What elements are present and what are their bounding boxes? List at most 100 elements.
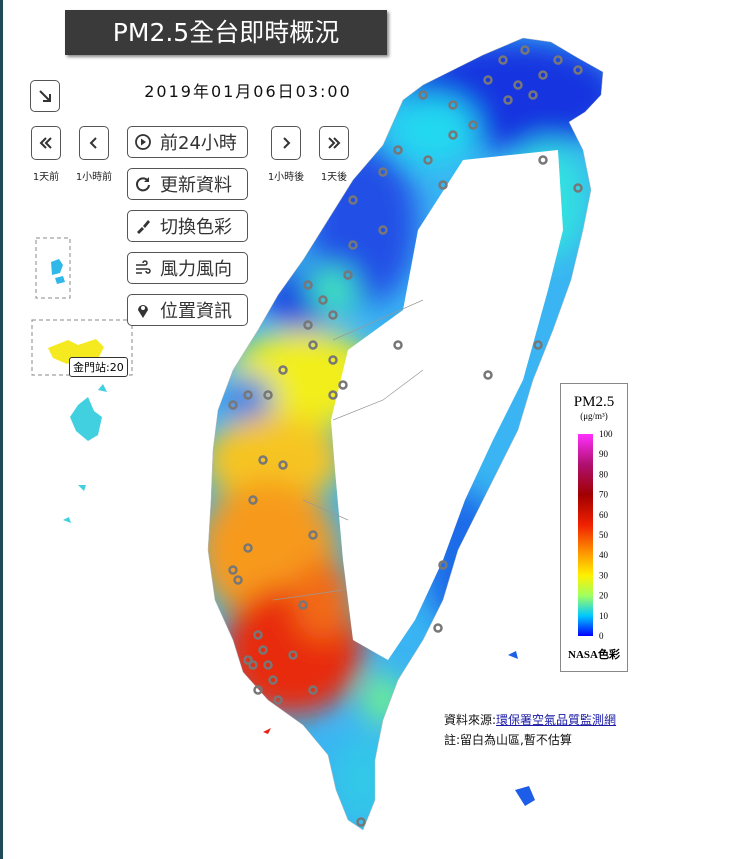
station-marker[interactable] [378, 225, 388, 235]
station-marker[interactable] [298, 600, 308, 610]
station-marker[interactable] [468, 120, 478, 130]
station-marker[interactable] [228, 565, 238, 575]
station-marker[interactable] [233, 575, 243, 585]
station-marker[interactable] [258, 645, 268, 655]
station-marker[interactable] [288, 650, 298, 660]
station-marker[interactable] [393, 340, 403, 350]
station-marker[interactable] [248, 495, 258, 505]
station-marker[interactable] [498, 55, 508, 65]
note: 註:留白為山區,暫不估算 [444, 733, 572, 747]
station-marker[interactable] [228, 400, 238, 410]
station-marker[interactable] [328, 355, 338, 365]
station-label: 金門站:20 [69, 357, 128, 377]
timestamp: 2019年01月06日03:00 [144, 82, 352, 101]
button-label: 前24小時 [160, 133, 237, 154]
page-title: PM2.5全台即時概況 [65, 10, 387, 55]
legend-title: PM2.5 [573, 394, 615, 410]
station-marker[interactable] [273, 695, 283, 705]
legend-tick-label: 50 [599, 530, 609, 540]
station-marker[interactable] [483, 370, 493, 380]
station-marker[interactable] [328, 310, 338, 320]
station-marker[interactable] [258, 455, 268, 465]
station-marker[interactable] [553, 55, 563, 65]
station-marker[interactable] [268, 675, 278, 685]
station-marker[interactable] [278, 460, 288, 470]
station-marker[interactable] [438, 180, 448, 190]
station-marker[interactable] [356, 817, 366, 827]
station-marker[interactable] [418, 90, 428, 100]
prev-hour-button[interactable] [79, 126, 109, 160]
prev-day-button[interactable] [31, 126, 61, 160]
station-marker[interactable] [538, 70, 548, 80]
next-hour-button[interactable] [271, 126, 301, 160]
color-button[interactable]: 切換色彩 [127, 210, 248, 242]
station-marker[interactable] [303, 280, 313, 290]
play-24h-button[interactable]: 前24小時 [127, 126, 248, 158]
station-marker[interactable] [303, 320, 313, 330]
station-marker[interactable] [503, 95, 513, 105]
station-marker[interactable] [278, 365, 288, 375]
station-marker[interactable] [263, 660, 273, 670]
station-marker[interactable] [348, 240, 358, 250]
station-marker[interactable] [573, 65, 583, 75]
collapse-button[interactable] [30, 80, 60, 112]
station-marker[interactable] [528, 90, 538, 100]
nav-caption: 1小時後 [267, 172, 305, 183]
station-marker[interactable] [263, 390, 273, 400]
station-marker[interactable] [513, 80, 523, 90]
station-marker[interactable] [438, 560, 448, 570]
station-marker[interactable] [308, 530, 318, 540]
legend-tick-label: 90 [599, 449, 609, 459]
station-marker[interactable] [253, 685, 263, 695]
map [31, 37, 604, 831]
station-marker[interactable] [328, 390, 338, 400]
station-marker[interactable] [338, 380, 348, 390]
station-marker[interactable] [448, 130, 458, 140]
location-button[interactable]: 位置資訊 [127, 294, 248, 326]
station-marker[interactable] [243, 390, 253, 400]
station-marker[interactable] [308, 340, 318, 350]
station-marker[interactable] [423, 155, 433, 165]
wind-button[interactable]: 風力風向 [127, 252, 248, 284]
next-day-button[interactable] [319, 126, 349, 160]
station-marker[interactable] [378, 167, 388, 177]
station-marker[interactable] [243, 655, 253, 665]
station-marker[interactable] [318, 295, 328, 305]
station-marker[interactable] [248, 660, 258, 670]
legend-tick-label: 20 [599, 591, 609, 601]
legend-scale: 0 10 20 30 40 50 60 70 80 90 100 [578, 429, 613, 641]
legend-tick-label: 100 [599, 429, 613, 439]
station-marker[interactable] [483, 75, 493, 85]
matsu-inset [35, 237, 71, 299]
legend-tick-label: 10 [599, 611, 609, 621]
station-marker[interactable] [538, 155, 548, 165]
station-marker[interactable] [343, 270, 353, 280]
nav-caption: 1小時前 [75, 172, 113, 183]
legend-tick-label: 80 [599, 469, 609, 479]
station-marker[interactable] [448, 100, 458, 110]
button-label: 風力風向 [160, 259, 232, 280]
station-marker[interactable] [348, 195, 358, 205]
legend-tick-label: 70 [599, 490, 609, 500]
refresh-button[interactable]: 更新資料 [127, 168, 248, 200]
station-marker[interactable] [308, 685, 318, 695]
button-label: 位置資訊 [160, 301, 232, 322]
legend-palette: NASA色彩 [568, 649, 620, 661]
station-marker[interactable] [393, 145, 403, 155]
source-link[interactable]: 環保署空氣品質監測網 [496, 713, 617, 727]
legend-tick-label: 0 [599, 631, 604, 641]
button-label: 切換色彩 [160, 217, 232, 238]
source-prefix: 資料來源: [444, 713, 497, 727]
legend-tick-label: 40 [599, 550, 609, 560]
legend: PM2.5 (μg/m³) 0 10 20 30 40 50 60 70 80 90 100 NAS… [560, 383, 628, 672]
station-marker[interactable] [520, 45, 530, 55]
source: 資料來源:環保署空氣品質監測網 [444, 711, 616, 728]
station-marker[interactable] [253, 630, 263, 640]
nav-caption: 1天後 [320, 172, 348, 183]
station-marker[interactable] [243, 543, 253, 553]
legend-tick-label: 60 [599, 510, 609, 520]
station-marker[interactable] [433, 623, 443, 633]
station-marker[interactable] [573, 183, 583, 193]
station-marker[interactable] [533, 340, 543, 350]
